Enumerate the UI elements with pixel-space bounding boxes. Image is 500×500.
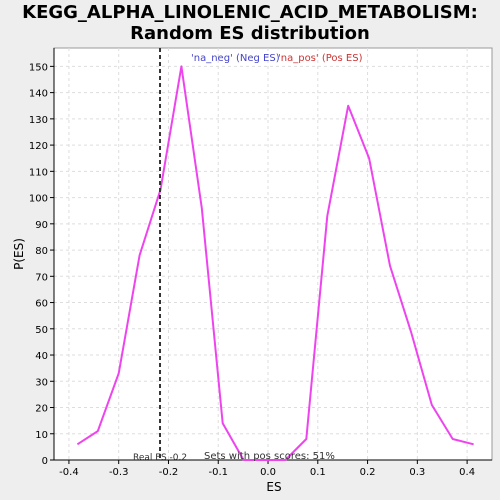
x-tick-label: 0.0 [260,467,276,478]
x-tick-label: 0.1 [310,467,326,478]
y-tick-label: 0 [42,456,48,467]
y-tick-label: 10 [35,430,48,441]
x-axis-label: ES [266,480,282,494]
y-tick-label: 100 [29,194,48,205]
es-distribution-line [76,65,474,461]
y-tick-label: 80 [35,246,48,257]
x-tick-label: 0.2 [360,467,376,478]
legend-neg-es: 'na_neg' (Neg ES) [191,53,280,64]
x-tick-label: -0.1 [208,467,228,478]
y-tick-label: 120 [29,141,48,152]
y-axis-label: P(ES) [12,238,26,270]
chart-title-line1: KEGG_ALPHA_LINOLENIC_ACID_METABOLISM: [22,2,478,23]
y-tick-label: 50 [35,325,48,336]
legend-pos-es: 'na_pos' (Pos ES) [278,53,363,64]
y-tick-label: 140 [29,89,48,100]
y-tick-label: 130 [29,115,48,126]
y-tick-label: 20 [35,404,48,415]
x-tick-label: 0.4 [459,467,475,478]
plot-area [53,47,493,461]
real-es-annotation: Real ES -0.2 [133,453,187,463]
y-tick-label: 90 [35,220,48,231]
y-tick-label: 70 [35,272,48,283]
x-tick-label: -0.4 [59,467,79,478]
x-tick-label: -0.3 [109,467,129,478]
x-tick-label: 0.3 [409,467,425,478]
y-tick-label: 40 [35,351,48,362]
chart-title-line2: Random ES distribution [130,23,370,44]
y-tick-label: 30 [35,377,48,388]
y-tick-label: 150 [29,62,48,73]
chart-title: KEGG_ALPHA_LINOLENIC_ACID_METABOLISM: Ra… [0,2,500,44]
x-tick-label: -0.2 [159,467,179,478]
y-tick-label: 60 [35,299,48,310]
pos-scores-annotation: Sets with pos scores: 51% [204,451,335,462]
y-tick-label: 110 [29,167,48,178]
